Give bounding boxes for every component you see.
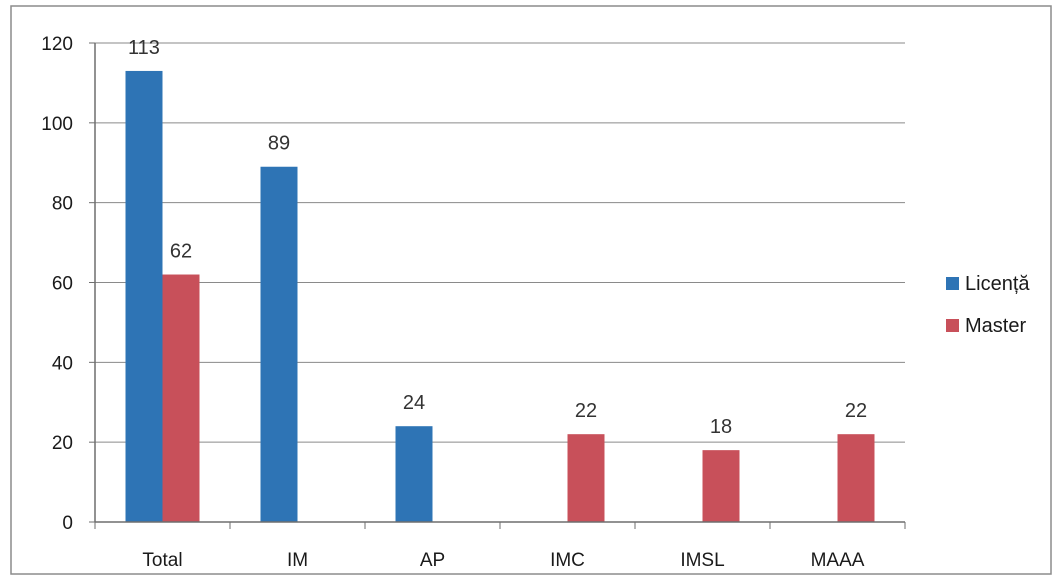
legend: Licență Master — [946, 273, 1030, 337]
data-label: 113 — [128, 37, 160, 59]
y-tick-label: 80 — [52, 194, 73, 215]
axes: 0 20 40 60 80 100 120 Total IM AP IMC IMSL MAAA — [41, 34, 906, 571]
legend-label: Master — [965, 315, 1026, 337]
bar-master — [837, 434, 875, 522]
x-category-label: IMSL — [680, 550, 724, 571]
bar-licenta — [395, 426, 433, 522]
grid-lines — [95, 42, 905, 443]
data-label: 89 — [268, 133, 290, 155]
bar-master — [567, 434, 605, 522]
y-tick-label: 60 — [52, 274, 73, 295]
legend-label: Licență — [965, 273, 1030, 295]
data-labels: 113 89 24 62 22 18 22 — [128, 37, 867, 438]
legend-swatch — [946, 277, 959, 290]
bar-licenta — [260, 166, 298, 522]
x-category-label: MAAA — [811, 550, 865, 571]
data-label: 22 — [845, 400, 867, 422]
y-tick-label: 100 — [41, 114, 73, 135]
bar-master — [702, 450, 740, 522]
y-tick-label: 120 — [41, 34, 73, 55]
x-category-label: IMC — [550, 550, 585, 571]
bars — [125, 70, 875, 523]
legend-swatch — [946, 319, 959, 332]
data-label: 24 — [403, 392, 425, 414]
data-label: 22 — [575, 400, 597, 422]
x-category-label: IM — [287, 550, 308, 571]
x-category-label: Total — [142, 550, 182, 571]
data-label: 62 — [170, 241, 192, 263]
bar-licenta — [125, 70, 163, 523]
bar-master — [162, 274, 200, 522]
y-tick-label: 40 — [52, 353, 73, 374]
data-label: 18 — [710, 416, 732, 438]
y-tick-label: 20 — [52, 433, 73, 454]
y-tick-label: 0 — [62, 513, 73, 534]
x-category-label: AP — [420, 550, 445, 571]
